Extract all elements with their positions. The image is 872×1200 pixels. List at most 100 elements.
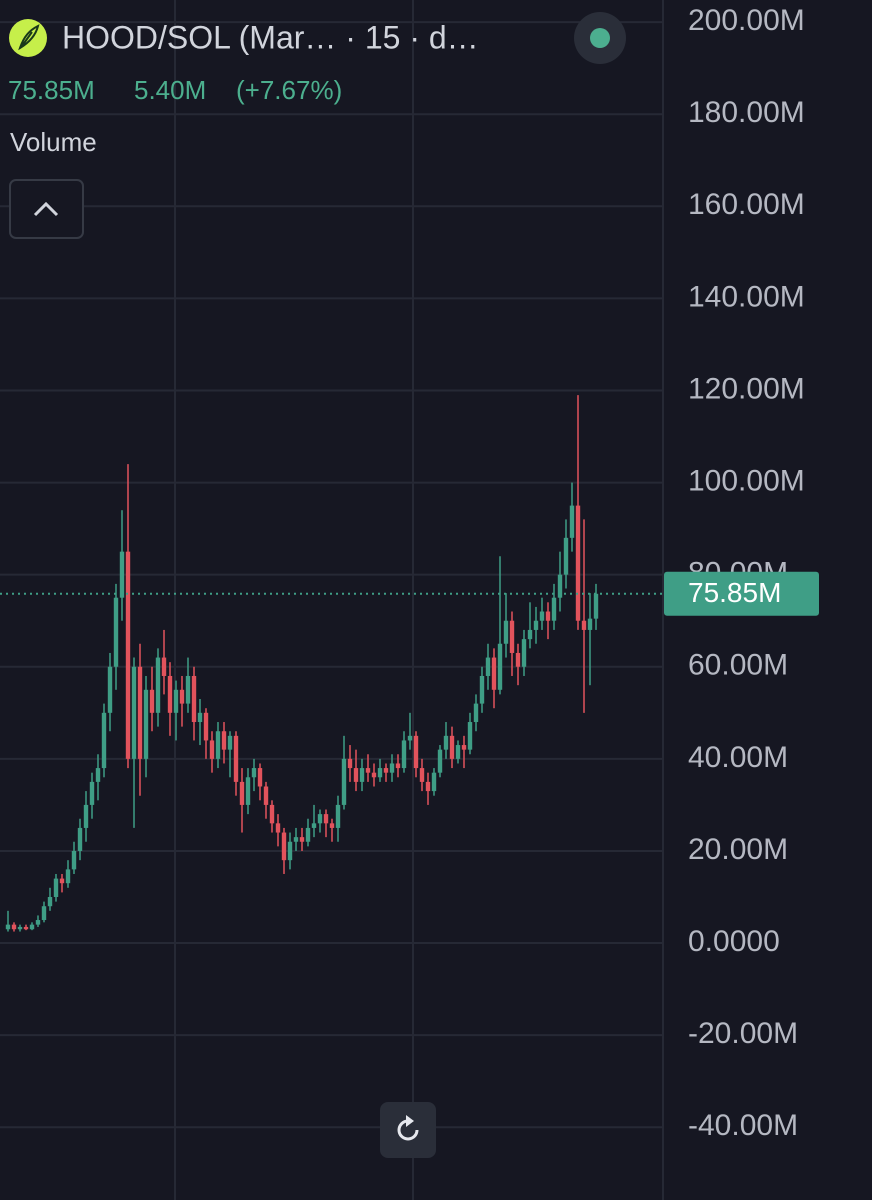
candle-body: [215, 731, 221, 759]
candle-body: [335, 804, 341, 828]
candle-body: [569, 505, 575, 538]
candle-body: [131, 666, 137, 759]
y-tick-label: 40.00M: [688, 741, 788, 774]
candle-body: [113, 597, 119, 667]
y-tick-label: -20.00M: [688, 1017, 798, 1050]
candle-body: [203, 712, 209, 741]
collapse-button[interactable]: [9, 179, 84, 239]
candle-body: [551, 597, 557, 621]
candle-body: [11, 924, 17, 930]
candle-body: [23, 926, 29, 930]
candle-body: [299, 837, 305, 842]
candle-body: [383, 768, 389, 773]
candle-body: [317, 814, 323, 824]
candle-body: [47, 897, 53, 907]
candle-body: [311, 823, 317, 828]
candle-body: [395, 763, 401, 769]
candle-body: [167, 675, 173, 713]
candle-body: [125, 551, 131, 759]
candle-body: [593, 593, 599, 619]
candle-body: [521, 639, 527, 667]
candle-body: [95, 768, 101, 782]
candle-body: [581, 620, 587, 630]
change-pct: (+7.67%): [236, 75, 342, 105]
candle-body: [179, 689, 185, 704]
candle-body: [491, 657, 497, 690]
candle-body: [143, 689, 149, 759]
candle-body: [119, 551, 125, 598]
candle-body: [353, 768, 359, 782]
candle-body: [269, 804, 275, 824]
candle-body: [149, 689, 155, 713]
candle-body: [461, 745, 467, 750]
candle-body: [29, 924, 35, 930]
candle-body: [293, 837, 299, 842]
candle-body: [407, 735, 413, 741]
candle-body: [323, 814, 329, 824]
candle-body: [431, 772, 437, 792]
candle-body: [251, 768, 257, 778]
candle-body: [239, 781, 245, 805]
candle-body: [449, 735, 455, 759]
candle-body: [341, 758, 347, 805]
y-tick-label: 60.00M: [688, 649, 788, 682]
candle-body: [497, 643, 503, 690]
change-value: 5.40M: [134, 75, 206, 105]
candle-body: [455, 745, 461, 759]
candle-body: [347, 758, 353, 769]
y-tick-label: 200.00M: [688, 4, 805, 37]
grid: [0, 0, 664, 1200]
candle-body: [473, 703, 479, 723]
candle-body: [161, 657, 167, 676]
candle-body: [443, 735, 449, 750]
candle-body: [437, 749, 443, 773]
candle-body: [89, 781, 95, 805]
candle-body: [197, 712, 203, 723]
candle-body: [155, 657, 161, 713]
candle-body: [359, 768, 365, 782]
candle-body: [173, 689, 179, 713]
candle-body: [503, 620, 509, 644]
candle-body: [305, 827, 311, 842]
candle-body: [419, 768, 425, 782]
candle-body: [275, 823, 281, 833]
candle-body: [479, 675, 485, 704]
candle-body: [401, 740, 407, 769]
y-tick-label: 140.00M: [688, 280, 805, 313]
candle-body: [65, 869, 71, 884]
candle-body: [245, 777, 251, 805]
last-price-tag: [664, 571, 819, 616]
y-tick-label: 100.00M: [688, 465, 805, 498]
candle-body: [425, 781, 431, 792]
y-tick-label: 180.00M: [688, 96, 805, 129]
candle-body: [41, 906, 47, 921]
candle-body: [83, 804, 89, 828]
logo-feather: [18, 24, 40, 51]
candle-body: [209, 740, 215, 759]
candle-body: [35, 920, 41, 925]
candle-body: [287, 841, 293, 861]
symbol-title: HOOD/SOL (Mar… · 15 · d…: [62, 19, 479, 55]
reset-button[interactable]: [380, 1102, 436, 1158]
reset-icon-arrow: [406, 1115, 414, 1127]
candle-body: [77, 827, 83, 851]
candle-body: [371, 772, 377, 778]
pane-label: Volume: [10, 127, 97, 157]
candle-body: [281, 832, 287, 861]
candle-body: [389, 763, 395, 773]
collapse-icon: [33, 201, 59, 217]
y-tick-label: 20.00M: [688, 833, 788, 866]
candle-body: [539, 611, 545, 621]
status-dot: [590, 28, 610, 48]
candle-body: [59, 878, 65, 884]
candle-body: [527, 629, 533, 640]
candle-body: [377, 768, 383, 778]
candle-body: [137, 666, 143, 759]
candle-body: [587, 618, 593, 630]
candle-body: [413, 735, 419, 769]
candle-body: [365, 768, 371, 773]
candle-body: [107, 666, 113, 713]
candle-body: [257, 768, 263, 787]
candle-body: [515, 652, 521, 667]
